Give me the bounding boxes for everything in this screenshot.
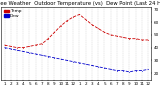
Title: Milwaukee Weather  Outdoor Temperature (vs)  Dew Point (Last 24 Hours): Milwaukee Weather Outdoor Temperature (v…: [0, 1, 160, 6]
Legend: Temp, Dew: Temp, Dew: [4, 9, 22, 18]
